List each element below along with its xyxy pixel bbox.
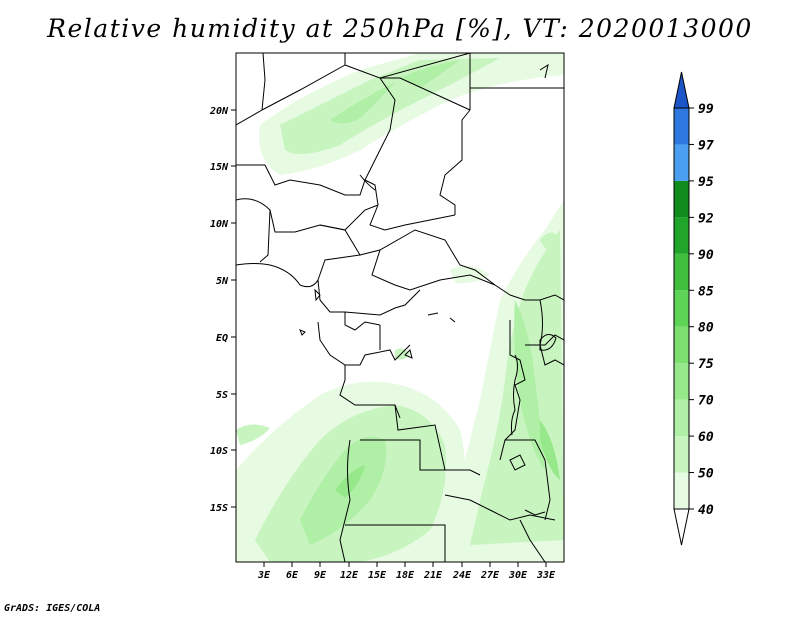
colorbar-segment xyxy=(674,144,689,181)
lon-tick-label: 9E xyxy=(314,570,327,581)
colorbar-segment xyxy=(674,326,689,364)
latitude-axis: 20N 15N 10N 5N EQ 5S 10S 15S xyxy=(209,106,236,514)
colorbar-segment xyxy=(674,290,689,327)
colorbar-level-label: 99 xyxy=(698,102,714,117)
colorbar-segment xyxy=(674,217,689,254)
lon-tick-label: 30E xyxy=(508,570,528,581)
colorbar-level-label: 50 xyxy=(698,467,714,482)
lon-tick-label: 15E xyxy=(368,570,387,581)
lat-tick-label: 15S xyxy=(210,503,228,514)
colorbar-top-arrow xyxy=(673,71,690,109)
lat-tick-label: 10S xyxy=(210,446,228,457)
lon-tick-label: 18E xyxy=(396,570,415,581)
lat-tick-label: 5S xyxy=(216,390,228,401)
lon-tick-label: 12E xyxy=(340,570,359,581)
lat-tick-label: EQ xyxy=(216,333,228,344)
colorbar-segment xyxy=(674,399,689,437)
lon-tick-label: 21E xyxy=(423,570,443,581)
lon-tick-label: 33E xyxy=(536,570,556,581)
colorbar-level-label: 75 xyxy=(698,357,714,372)
colorbar-level-label: 60 xyxy=(698,430,714,445)
humidity-shading xyxy=(236,53,564,562)
colorbar-level-label: 70 xyxy=(698,394,714,409)
lon-tick-label: 24E xyxy=(452,570,472,581)
colorbar-segment xyxy=(674,363,689,400)
colorbar-level-label: 97 xyxy=(698,138,714,153)
colorbar-level-label: 80 xyxy=(698,321,714,336)
colorbar-level-label: 40 xyxy=(698,503,714,518)
lon-tick-label: 27E xyxy=(480,570,500,581)
chart-title: Relative humidity at 250hPa [%], VT: 202… xyxy=(47,14,753,43)
colorbar-legend: 40 50 60 70 75 80 85 90 92 95 97 99 xyxy=(673,71,714,546)
colorbar-segment xyxy=(674,180,689,218)
lat-tick-label: 20N xyxy=(209,106,229,117)
colorbar-level-label: 90 xyxy=(698,248,714,263)
colorbar-level-label: 95 xyxy=(698,175,714,190)
colorbar-segment xyxy=(674,472,689,509)
lon-tick-label: 6E xyxy=(286,570,299,581)
colorbar-level-label: 85 xyxy=(698,284,714,299)
colorbar-level-label: 92 xyxy=(698,211,714,226)
colorbar-bottom-arrow xyxy=(673,508,690,546)
lat-tick-label: 5N xyxy=(216,276,229,287)
grads-credit: GrADS: IGES/COLA xyxy=(4,603,101,614)
colorbar-segment xyxy=(674,436,689,473)
country-borders xyxy=(236,53,564,562)
map-frame xyxy=(235,52,565,563)
lat-tick-label: 10N xyxy=(210,219,229,230)
colorbar-segment xyxy=(674,108,689,145)
lon-tick-label: 3E xyxy=(257,570,271,581)
colorbar-outline xyxy=(673,107,690,510)
lat-tick-label: 15N xyxy=(210,162,229,173)
longitude-axis: 3E 6E 9E 12E 15E 18E 21E 24E 27E 30E 33E xyxy=(257,562,556,581)
colorbar-segment xyxy=(674,253,689,291)
